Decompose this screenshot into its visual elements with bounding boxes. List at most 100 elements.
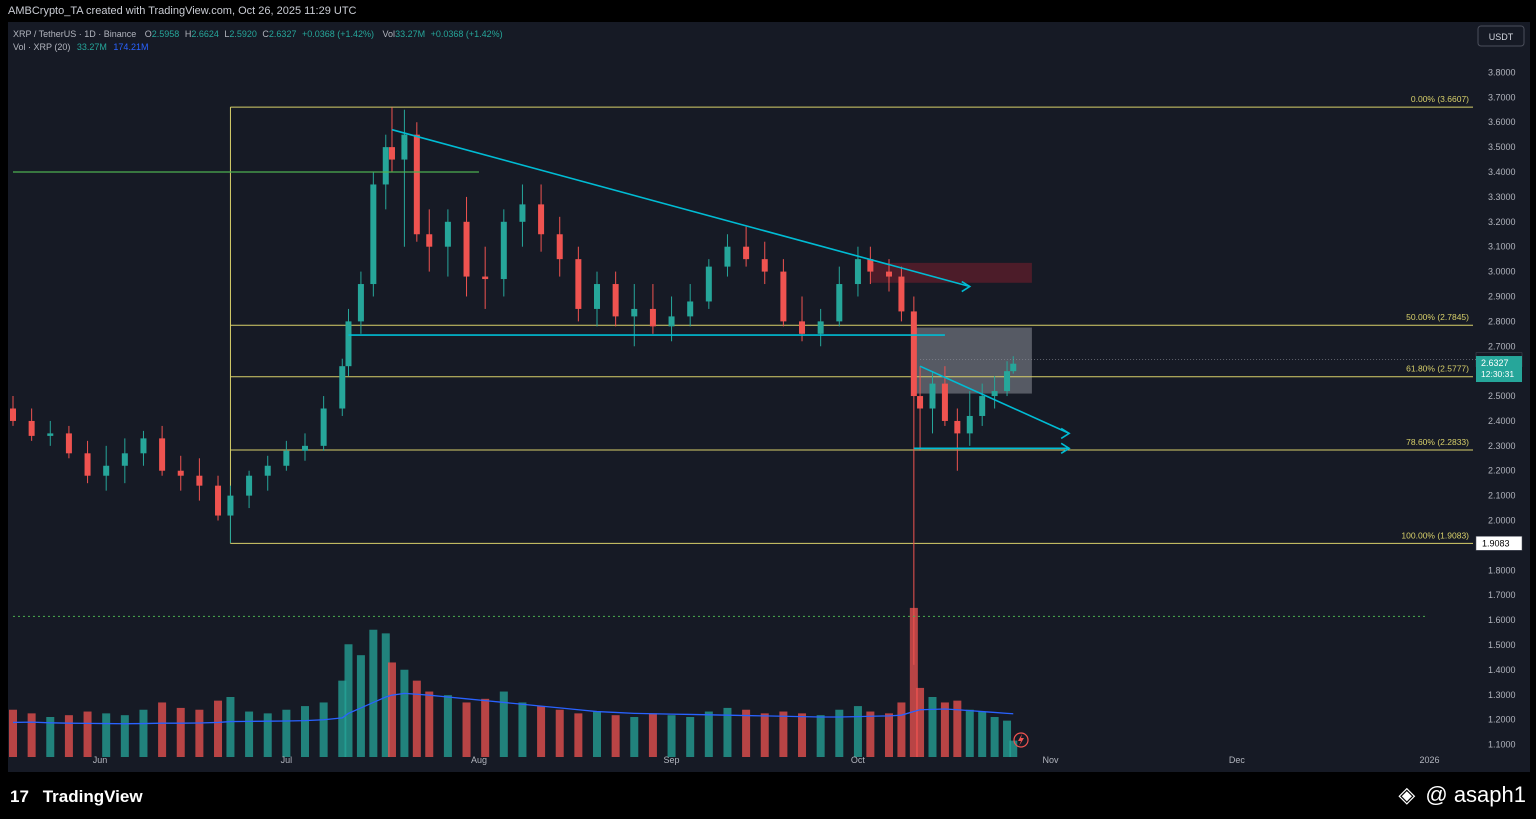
candle-body	[215, 485, 222, 516]
volume-bar	[301, 706, 309, 757]
candle-body	[886, 271, 892, 277]
candle-body	[444, 221, 451, 247]
volume-bar	[630, 717, 639, 757]
svg-text:USDT: USDT	[1489, 32, 1514, 42]
chart-area[interactable]: 0.00% (3.6607) 50.00% (2.7845) 61.80% (2.5…	[8, 22, 1530, 772]
volume-bar	[369, 629, 378, 757]
volume-bar	[686, 717, 695, 757]
tradingview-brand[interactable]: 17 TradingView	[10, 787, 143, 807]
volume-bar	[518, 702, 527, 757]
volume-bar	[158, 702, 167, 757]
volume-bar	[574, 713, 583, 757]
lightning-icon[interactable]	[1013, 732, 1029, 748]
currency-button[interactable]: USDT	[1477, 25, 1525, 47]
time-axis[interactable]: Jun Jul Aug Sep Oct Nov Dec 2026	[93, 755, 1440, 765]
candle-body	[345, 321, 352, 367]
price-tick-label: 2.9000	[1488, 291, 1516, 301]
candle-body	[227, 495, 234, 516]
candle-body	[594, 284, 600, 309]
volume-bar	[916, 687, 925, 757]
trendline	[391, 128, 970, 288]
price-chart[interactable]: 0.00% (3.6607) 50.00% (2.7845) 61.80% (2.5…	[8, 22, 1530, 772]
volume-bar	[667, 715, 676, 757]
attribution-bar: AMBCrypto_TA created with TradingView.co…	[0, 0, 1536, 22]
candle-body	[1010, 363, 1017, 372]
volume-bar	[798, 713, 807, 757]
volume-bar	[9, 709, 17, 757]
candle-body	[370, 184, 377, 285]
volume-bar	[611, 715, 620, 757]
candle-body	[320, 408, 327, 446]
volume-bar	[102, 713, 111, 757]
volume-bar	[443, 695, 452, 757]
time-tick-label: Nov	[1043, 755, 1060, 765]
candle-body	[28, 420, 35, 436]
volume-bar	[214, 700, 223, 757]
volume-bar	[978, 711, 987, 757]
candle-body	[538, 204, 545, 235]
candle-body	[799, 321, 806, 334]
candle-body	[103, 465, 110, 476]
grid	[8, 22, 1530, 772]
candle-body	[668, 316, 675, 327]
svg-text:XRP / TetherUS · 1D · Binance: XRP / TetherUS · 1D · Binance O2.5958 H2…	[13, 29, 503, 39]
volume-bar	[909, 607, 918, 757]
candle-body	[929, 383, 936, 409]
candle-body	[246, 475, 253, 496]
volume-bar	[723, 707, 732, 757]
legend: XRP / TetherUS · 1D · Binance O2.5958 H2…	[13, 29, 503, 52]
volume-bar	[835, 709, 844, 757]
binance-icon: ◈	[1398, 782, 1416, 807]
candle-body	[836, 284, 843, 322]
candle-body	[780, 271, 787, 322]
volume-bar	[46, 717, 55, 757]
candle-body	[482, 276, 489, 280]
candle-body	[463, 221, 470, 277]
volume-bar	[412, 680, 421, 757]
svg-text:Vol · XRP (20) 33.27M: Vol · XRP (20) 33.27M 174.21M	[13, 42, 148, 52]
candle-body	[743, 246, 750, 260]
price-tick-label: 2.7000	[1488, 341, 1516, 351]
volume-bar	[779, 711, 788, 757]
candle-body	[10, 408, 16, 421]
price-tick-label: 2.3000	[1488, 441, 1516, 451]
time-tick-label: Oct	[851, 755, 866, 765]
price-tick-label: 1.2000	[1488, 715, 1516, 725]
candle-body	[612, 284, 619, 317]
price-tick-label: 1.1000	[1488, 740, 1516, 750]
volume-bar	[139, 709, 148, 757]
trend-arrowhead	[1060, 427, 1071, 440]
volume-bar	[742, 709, 751, 757]
price-tick-label: 2.4000	[1488, 416, 1516, 426]
volume-bar	[83, 711, 92, 757]
price-zone	[870, 262, 1032, 283]
trend-arrowhead	[961, 280, 972, 293]
volume-bar	[816, 715, 825, 757]
volume-bar	[27, 713, 36, 757]
volume-bar	[319, 702, 328, 757]
volume-bar	[897, 702, 906, 757]
time-tick-label: Dec	[1229, 755, 1246, 765]
volume-bar	[245, 711, 254, 757]
candle-body	[705, 266, 712, 302]
symbol-label: XRP / TetherUS · 1D · Binance	[13, 29, 136, 39]
volume-bar	[853, 706, 862, 757]
candle-body	[941, 383, 948, 421]
volume-bar	[928, 697, 937, 757]
price-tick-label: 3.1000	[1488, 242, 1516, 252]
volume-bars	[9, 607, 1018, 757]
volume-legend-label: Vol · XRP (20)	[13, 42, 70, 52]
volume-bar	[760, 713, 769, 757]
volume-bar	[866, 711, 875, 757]
volume-bar	[990, 717, 999, 757]
volume-bar	[176, 707, 185, 757]
candle-body	[339, 366, 346, 409]
marker-low-label-box	[1475, 536, 1523, 551]
candle-body	[500, 221, 507, 280]
fib-label: 61.80% (2.5777)	[1406, 364, 1469, 374]
candle-body	[84, 453, 91, 476]
price-axis[interactable]: 3.8000 3.7000 3.6000 3.5000 3.4000 3.3000 3.20…	[1488, 67, 1516, 749]
candle-body	[1004, 371, 1011, 392]
candles	[10, 107, 1017, 665]
